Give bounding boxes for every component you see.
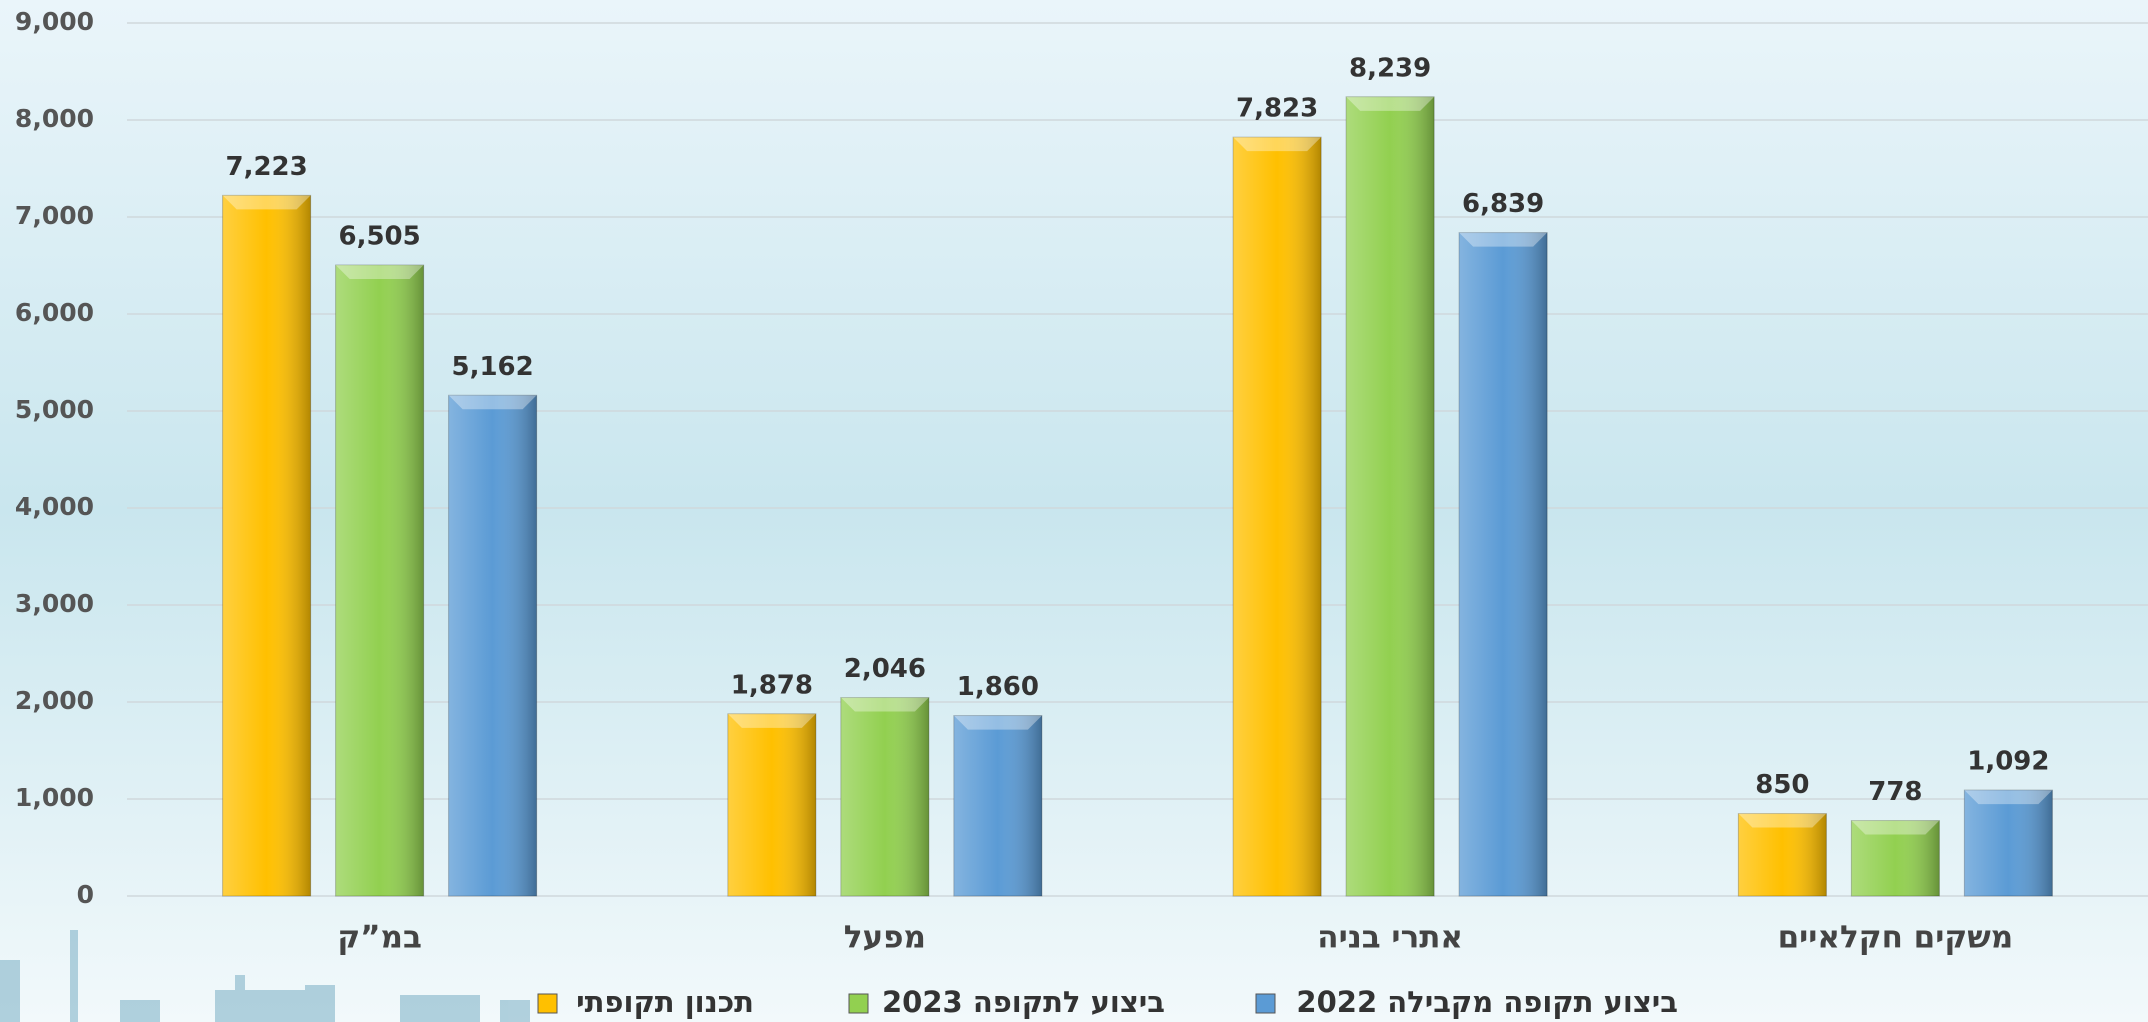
bar-shade [1738,813,1827,896]
bar-bevel [448,395,537,410]
legend-swatch [848,993,869,1014]
bar-shade [222,195,311,896]
y-tick-label: 1,000 [15,783,94,812]
data-label: 7,823 [1236,94,1318,124]
bar-bevel [840,697,929,712]
y-tick-label: 0 [77,880,94,909]
data-label: 6,839 [1462,189,1544,219]
legend-label: ביצוע לתקופה 2023 [882,985,1165,1019]
bar-shade [1851,820,1940,896]
legend-label: ביצוע תקופה מקבילה 2022 [1296,985,1678,1019]
data-label: 2,046 [844,654,926,684]
legend-swatch [537,993,558,1014]
data-label: 1,860 [957,672,1039,702]
legend-label: תכנון תקופתי [576,985,754,1019]
bar-shade [1346,96,1435,896]
y-tick-label: 7,000 [15,201,94,230]
y-tick-label: 3,000 [15,589,94,618]
data-label: 5,162 [452,352,534,382]
x-tick-label: במ”ק [337,920,422,956]
y-tick-label: 9,000 [15,7,94,36]
y-tick-label: 2,000 [15,686,94,715]
bar-shade [1459,232,1548,896]
legend-swatch [1255,993,1276,1014]
y-tick-label: 6,000 [15,298,94,327]
data-label: 778 [1868,777,1922,807]
bar-bevel [335,265,424,280]
bar-shade [1964,790,2053,896]
data-label: 7,223 [226,152,308,182]
y-tick-label: 8,000 [15,104,94,133]
bar-bevel [222,195,311,210]
bar-shade [448,395,537,896]
skyline-decoration [0,930,530,1022]
bar-bevel [1233,137,1322,152]
data-label: 850 [1755,770,1809,800]
bar-bevel [1346,96,1435,111]
y-tick-label: 4,000 [15,492,94,521]
bar-bevel [1964,790,2053,805]
x-tick-label: משקים חקלאיים [1778,920,2014,956]
bar-shade [335,265,424,896]
bar-bevel [727,713,816,728]
data-label: 6,505 [339,222,421,252]
bar-bevel [1459,232,1548,247]
data-label: 1,878 [731,670,813,700]
y-tick-label: 5,000 [15,395,94,424]
bar-bevel [1738,813,1827,828]
bar-shade [1233,137,1322,896]
bar-shade [840,697,929,896]
bar-bevel [953,715,1042,730]
x-tick-label: אתרי בניה [1317,920,1463,956]
bar-shade [953,715,1042,896]
bar-bevel [1851,820,1940,835]
data-label: 8,239 [1349,53,1431,83]
data-label: 1,092 [1967,747,2049,777]
bar-shade [727,713,816,896]
x-tick-label: מפעל [844,920,926,956]
